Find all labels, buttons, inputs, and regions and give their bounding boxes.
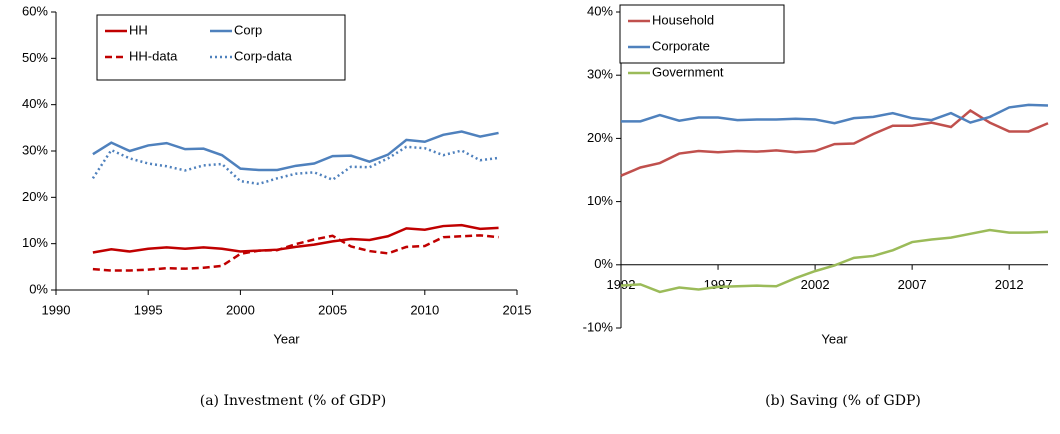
y-tick-label: 30% bbox=[22, 142, 48, 157]
legend-label: HH bbox=[129, 22, 148, 37]
series-line bbox=[621, 103, 1049, 125]
y-tick-label: 20% bbox=[587, 130, 613, 145]
y-tick-label: 30% bbox=[587, 67, 613, 82]
x-tick-label: 1995 bbox=[134, 302, 163, 317]
caption: (a) Investment (% of GDP) bbox=[200, 393, 387, 409]
legend-label: Corporate bbox=[652, 38, 710, 53]
y-tick-label: 20% bbox=[22, 189, 48, 204]
y-tick-label: 0% bbox=[29, 281, 48, 296]
legend-label: Household bbox=[652, 12, 714, 27]
x-tick-label: 1997 bbox=[704, 277, 733, 292]
series-line bbox=[620, 228, 1049, 294]
x-tick-label: 2010 bbox=[410, 302, 439, 317]
x-axis-label: Year bbox=[273, 331, 300, 346]
series-line bbox=[91, 145, 499, 186]
legend-box bbox=[96, 14, 346, 81]
series-line bbox=[620, 109, 1049, 177]
y-tick-label: 40% bbox=[587, 3, 613, 18]
x-tick-label: 1990 bbox=[42, 302, 71, 317]
series-line bbox=[92, 223, 499, 254]
x-tick-label: 2015 bbox=[503, 302, 532, 317]
y-tick-label: 10% bbox=[22, 235, 48, 250]
x-tick-label: 2012 bbox=[995, 277, 1024, 292]
legend-label: Corp bbox=[234, 22, 262, 37]
series-line bbox=[92, 130, 499, 172]
y-tick-label: 50% bbox=[22, 50, 48, 65]
legend-label: Corp-data bbox=[234, 48, 293, 63]
legend-box bbox=[619, 4, 785, 64]
y-tick-label: 40% bbox=[22, 96, 48, 111]
caption: (b) Saving (% of GDP) bbox=[765, 393, 921, 409]
series-line bbox=[92, 234, 499, 272]
y-tick-label: 60% bbox=[22, 3, 48, 18]
x-tick-label: 2002 bbox=[801, 277, 830, 292]
x-tick-label: 2005 bbox=[318, 302, 347, 317]
legend-label: HH-data bbox=[129, 48, 178, 63]
y-tick-label: -10% bbox=[583, 319, 614, 334]
x-tick-label: 2000 bbox=[226, 302, 255, 317]
x-axis-label: Year bbox=[821, 331, 848, 346]
y-tick-label: 0% bbox=[594, 256, 613, 271]
legend-label: Government bbox=[652, 64, 724, 79]
x-tick-label: 2007 bbox=[898, 277, 927, 292]
y-tick-label: 10% bbox=[587, 193, 613, 208]
